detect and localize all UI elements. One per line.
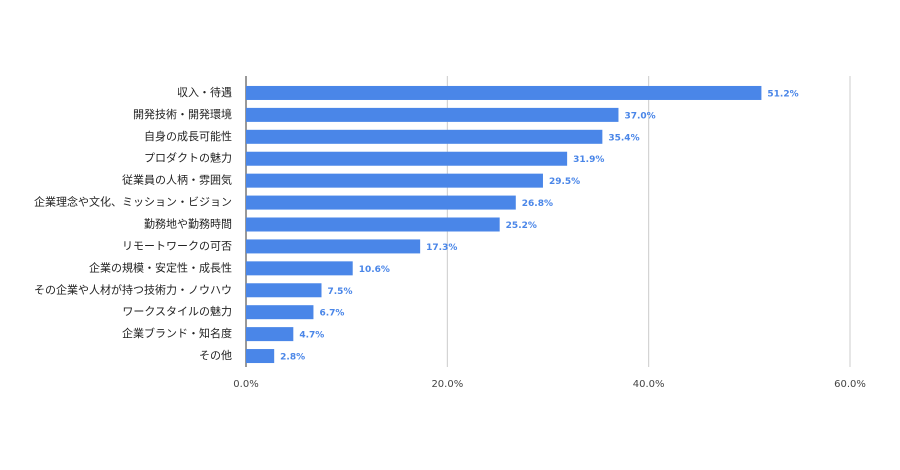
y-tick-label: プロダクトの魅力: [144, 151, 232, 165]
bar: [246, 85, 762, 100]
data-label: 29.5%: [549, 177, 580, 187]
data-label: 7.5%: [328, 287, 353, 297]
y-tick-label: 開発技術・開発環境: [133, 107, 232, 121]
bar: [246, 283, 322, 298]
data-label: 6.7%: [319, 309, 344, 319]
y-tick-label: その企業や人材が持つ技術力・ノウハウ: [34, 282, 232, 296]
y-tick-label: その他: [199, 349, 232, 362]
x-tick-label: 60.0%: [834, 379, 866, 390]
bar: [246, 239, 421, 254]
x-tick-label: 20.0%: [431, 379, 463, 390]
data-label: 37.0%: [624, 111, 655, 121]
bar: [246, 305, 314, 320]
y-tick-label: 勤務地や勤務時間: [144, 217, 232, 231]
data-label: 10.6%: [359, 265, 390, 275]
y-tick-label: 企業理念や文化、ミッション・ビジョン: [34, 195, 232, 209]
data-label: 31.9%: [573, 155, 604, 165]
bar: [246, 261, 353, 276]
data-label: 26.8%: [522, 199, 553, 209]
bar: [246, 327, 294, 342]
y-tick-label: 従業員の人柄・雰囲気: [122, 173, 232, 187]
data-label: 4.7%: [299, 331, 324, 341]
y-tick-label: ワークスタイルの魅力: [122, 304, 232, 318]
y-tick-label: 自身の成長可能性: [144, 129, 232, 143]
bar: [246, 107, 619, 122]
bar: [246, 129, 603, 144]
y-tick-label: 収入・待遇: [177, 85, 232, 99]
data-label: 17.3%: [426, 243, 457, 253]
data-label: 51.2%: [767, 89, 798, 99]
bar: [246, 151, 568, 166]
data-label: 35.4%: [608, 133, 639, 143]
x-tick-label: 0.0%: [233, 379, 258, 390]
y-tick-label: 企業の規模・安定性・成長性: [89, 260, 232, 274]
bar: [246, 173, 543, 188]
y-tick-label: 企業ブランド・知名度: [122, 326, 232, 340]
data-label: 2.8%: [280, 353, 305, 363]
bar: [246, 195, 516, 210]
bar: [246, 217, 500, 232]
x-tick-label: 40.0%: [633, 379, 665, 390]
data-label: 25.2%: [506, 221, 537, 231]
y-tick-label: リモートワークの可否: [122, 239, 232, 252]
bar: [246, 349, 275, 364]
